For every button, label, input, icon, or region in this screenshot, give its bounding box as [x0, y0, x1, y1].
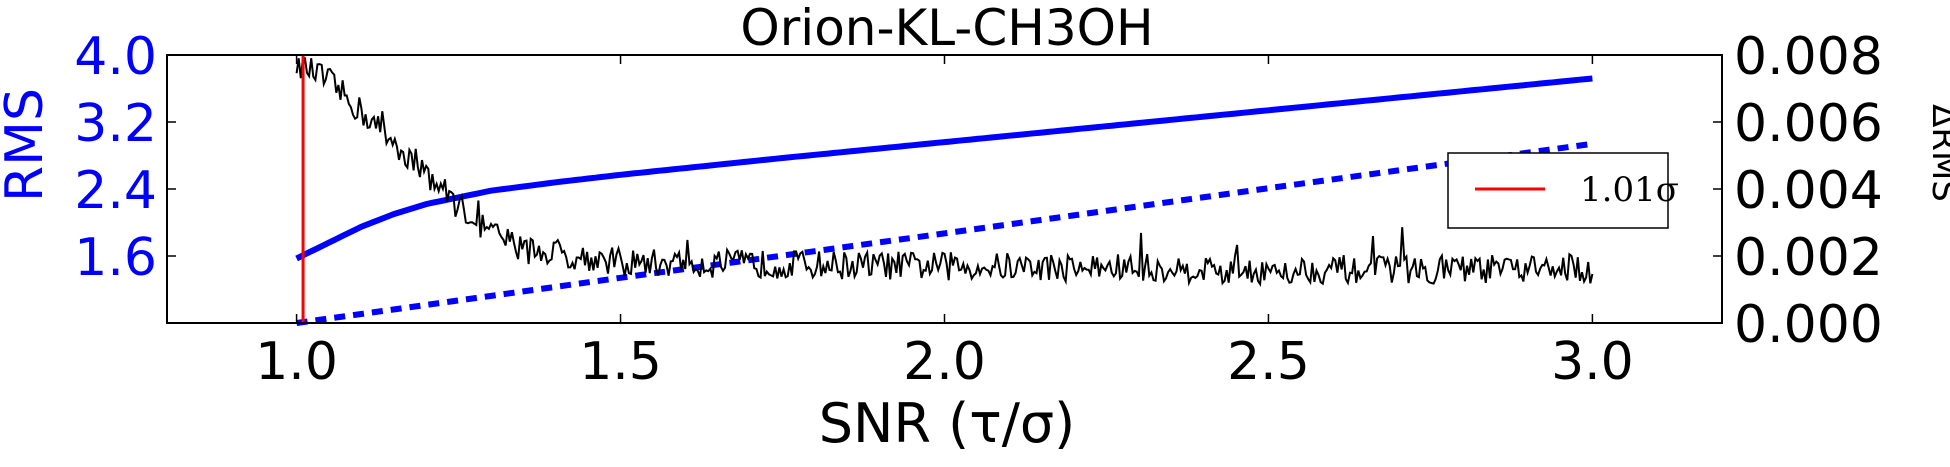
delta-rms-line	[295, 57, 1594, 288]
rms-dotted-line	[296, 140, 1593, 326]
y-right-tick-label: 0.004	[1734, 161, 1883, 221]
x-tick-label: 1.5	[579, 332, 662, 392]
y-right-tick-label: 0.002	[1734, 228, 1883, 288]
chart-title: Orion-KL-CH3OH	[740, 0, 1153, 57]
legend-threshold-label: 1.01σ	[1580, 170, 1679, 210]
y-right-tick-label: 0.000	[1734, 295, 1883, 355]
y-left-tick-label: 4.0	[74, 27, 157, 87]
y-right-tick-label: 0.008	[1734, 27, 1883, 87]
rms-solid-line	[295, 75, 1593, 262]
y-left-tick-label: 3.2	[74, 94, 157, 154]
x-tick-label: 2.5	[1227, 332, 1310, 392]
x-tick-label: 2.0	[903, 332, 986, 392]
x-tick-label: 1.0	[255, 332, 338, 392]
y-axis-left-label: RMS	[0, 88, 55, 202]
y-right-tick-label: 0.006	[1734, 94, 1883, 154]
x-tick-label: 3.0	[1551, 332, 1634, 392]
y-left-tick-label: 2.4	[74, 161, 157, 221]
y-left-tick-label: 1.6	[74, 228, 157, 288]
y-axis-right-label: ΔRMS	[1924, 104, 1950, 202]
x-axis-label: SNR (τ/σ)	[819, 392, 1075, 455]
plot-area: 1.0 1.5 2.0 2.5 3.0 1.6 2.4 3.2 4.0 0.000 0.002 0.0…	[74, 27, 1883, 392]
legend: 1.01σ	[1447, 152, 1679, 229]
